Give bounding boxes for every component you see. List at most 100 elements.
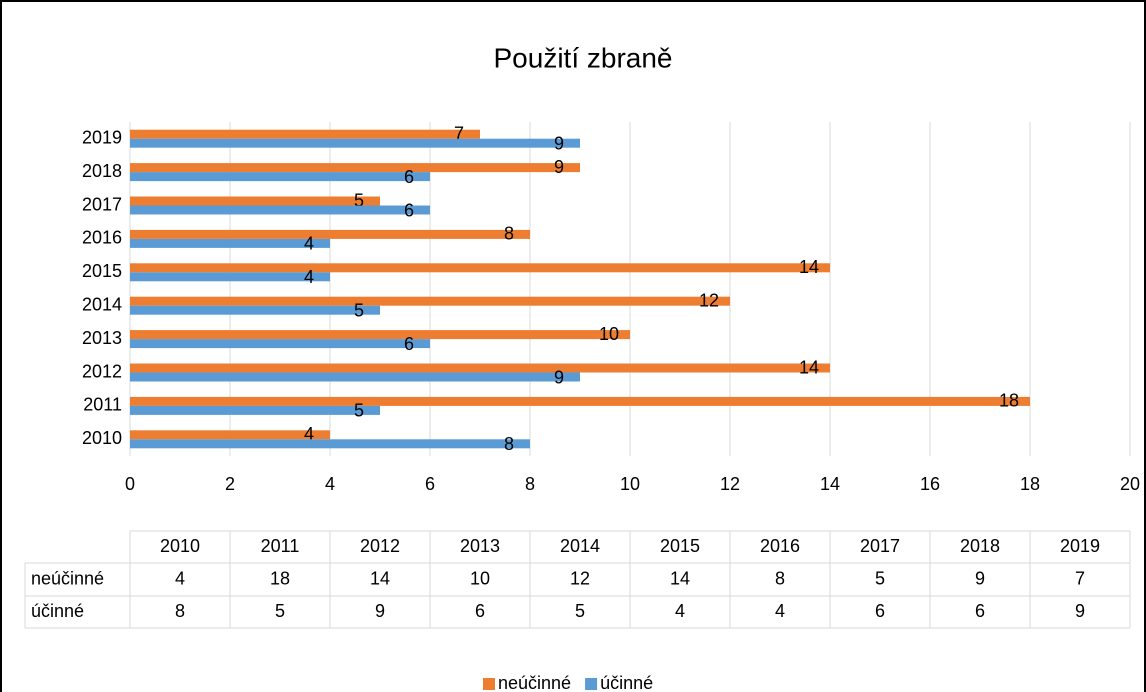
legend-label: účinné: [600, 673, 653, 692]
bar: [130, 339, 430, 349]
table-cell: 5: [575, 601, 585, 621]
table-row-label: účinné: [31, 601, 84, 621]
bar: [130, 238, 330, 248]
bar: [130, 305, 380, 315]
bar: [130, 263, 830, 273]
data-label: 4: [304, 267, 314, 287]
table-row-label: neúčinné: [31, 568, 104, 588]
data-label: 6: [404, 167, 414, 187]
data-label: 18: [999, 391, 1019, 411]
data-label: 5: [354, 190, 364, 210]
y-tick-label: 2016: [82, 228, 122, 248]
table-header: 2013: [460, 536, 500, 556]
data-label: 6: [404, 200, 414, 220]
table-cell: 5: [275, 601, 285, 621]
table-header: 2012: [360, 536, 400, 556]
table-cell: 4: [775, 601, 785, 621]
x-tick-label: 16: [920, 474, 940, 494]
table-cell: 8: [775, 568, 785, 588]
chart-title: Použití zbraně: [494, 42, 673, 73]
table-cell: 7: [1075, 568, 1085, 588]
table-cell: 9: [975, 568, 985, 588]
table-cell: 6: [475, 601, 485, 621]
data-label: 12: [699, 290, 719, 310]
y-tick-label: 2018: [82, 161, 122, 181]
data-label: 6: [404, 334, 414, 354]
bar: [130, 163, 580, 173]
x-tick-label: 8: [525, 474, 535, 494]
data-label: 14: [799, 357, 819, 377]
table-cell: 18: [270, 568, 290, 588]
data-label: 10: [599, 324, 619, 344]
y-tick-label: 2015: [82, 261, 122, 281]
table-header: 2015: [660, 536, 700, 556]
table-cell: 14: [670, 568, 690, 588]
table-cell: 4: [675, 601, 685, 621]
y-tick-label: 2013: [82, 328, 122, 348]
bar: [130, 396, 1030, 406]
data-label: 9: [554, 133, 564, 153]
legend-swatch: [483, 678, 495, 690]
bar: [130, 405, 380, 415]
table-cell: 9: [375, 601, 385, 621]
data-label: 14: [799, 257, 819, 277]
y-tick-label: 2012: [82, 361, 122, 381]
x-tick-label: 6: [425, 474, 435, 494]
table-cell: 12: [570, 568, 590, 588]
bar: [130, 363, 830, 373]
data-label: 5: [354, 401, 364, 421]
table-cell: 5: [875, 568, 885, 588]
bar: [130, 439, 530, 449]
data-label: 8: [504, 434, 514, 454]
data-label: 4: [304, 234, 314, 254]
data-label: 5: [354, 300, 364, 320]
data-label: 4: [304, 424, 314, 444]
bar: [130, 129, 480, 139]
bar: [130, 172, 430, 182]
table-header: 2011: [261, 536, 300, 556]
data-label: 8: [504, 224, 514, 244]
bar: [130, 138, 580, 148]
legend-label: neúčinné: [498, 673, 571, 692]
table-header: 2010: [160, 536, 200, 556]
y-tick-label: 2011: [83, 395, 122, 415]
x-tick-label: 12: [720, 474, 740, 494]
table-header: 2018: [960, 536, 1000, 556]
y-tick-label: 2014: [82, 294, 122, 314]
table-cell: 6: [875, 601, 885, 621]
x-tick-label: 14: [820, 474, 840, 494]
x-tick-label: 20: [1120, 474, 1140, 494]
y-tick-label: 2019: [82, 127, 122, 147]
bar: [130, 229, 530, 239]
table-cell: 10: [470, 568, 490, 588]
data-label: 9: [554, 157, 564, 177]
data-label: 9: [554, 367, 564, 387]
data-label: 7: [454, 123, 464, 143]
bar: [130, 372, 580, 382]
x-tick-label: 10: [620, 474, 640, 494]
y-tick-label: 2017: [82, 194, 122, 214]
table-cell: 6: [975, 601, 985, 621]
x-tick-label: 18: [1020, 474, 1040, 494]
x-tick-label: 4: [325, 474, 335, 494]
table-cell: 14: [370, 568, 390, 588]
table-header: 2014: [560, 536, 600, 556]
bar: [130, 205, 430, 215]
bar: [130, 196, 380, 206]
table-header: 2016: [760, 536, 800, 556]
bar: [130, 330, 630, 340]
table-cell: 9: [1075, 601, 1085, 621]
bar: [130, 272, 330, 282]
y-tick-label: 2010: [82, 428, 122, 448]
table-header: 2019: [1060, 536, 1100, 556]
table-cell: 8: [175, 601, 185, 621]
legend-swatch: [585, 678, 598, 690]
x-tick-label: 2: [225, 474, 235, 494]
bar: [130, 296, 730, 306]
bar: [130, 430, 330, 440]
table-header: 2017: [860, 536, 900, 556]
x-tick-label: 0: [125, 474, 135, 494]
table-cell: 4: [175, 568, 185, 588]
